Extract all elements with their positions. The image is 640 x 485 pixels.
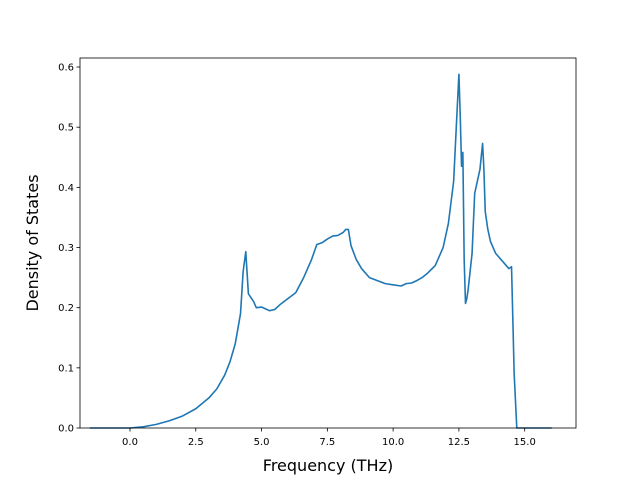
x-tick-label: 10.0 (382, 437, 404, 448)
y-tick-label: 0.3 (58, 243, 74, 254)
y-tick-label: 0.1 (58, 363, 74, 374)
y-tick-label: 0.4 (58, 183, 74, 194)
y-tick-label: 0.0 (58, 424, 74, 435)
dos-series-line (89, 73, 552, 429)
x-tick-label: 0.0 (122, 437, 138, 448)
x-axis-ticks: 0.0 2.5 5.0 7.5 10.0 12.5 15.0 (122, 428, 536, 448)
x-tick-label: 7.5 (319, 437, 335, 448)
x-tick-label: 2.5 (188, 437, 204, 448)
axes-frame (79, 57, 577, 429)
x-tick-label: 5.0 (254, 437, 270, 448)
x-axis-title: Frequency (THz) (263, 456, 393, 475)
x-tick-label: 15.0 (514, 437, 536, 448)
x-tick-label: 12.5 (448, 437, 470, 448)
y-axis-ticks: 0.0 0.1 0.2 0.3 0.4 0.5 0.6 (58, 63, 80, 435)
plot-area (89, 73, 552, 429)
y-tick-label: 0.2 (58, 303, 74, 314)
y-axis-title: Density of States (23, 174, 42, 311)
y-tick-label: 0.5 (58, 123, 74, 134)
y-tick-label: 0.6 (58, 63, 74, 74)
